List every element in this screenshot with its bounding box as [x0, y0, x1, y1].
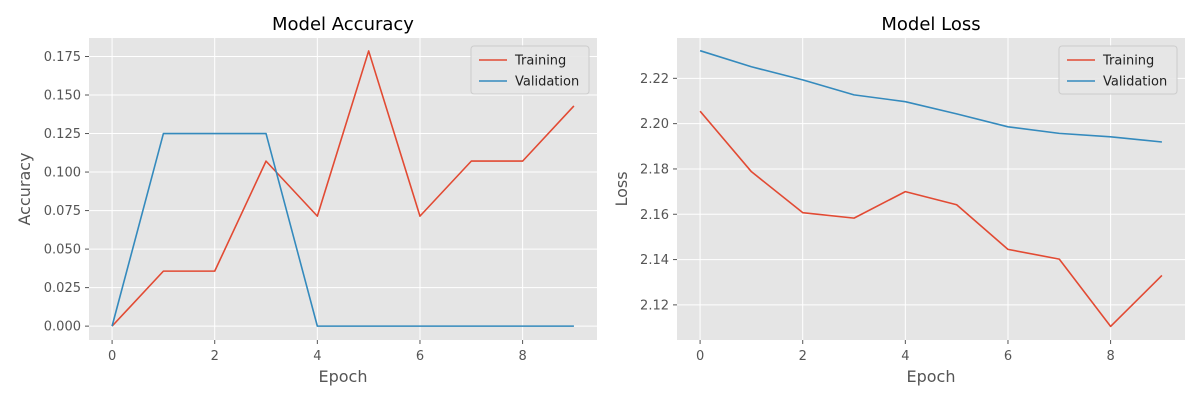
y-tick-label: 2.12: [640, 298, 669, 313]
x-tick-label: 8: [518, 349, 526, 364]
y-tick-label: 0.050: [44, 243, 81, 258]
y-tick-label: 0.175: [44, 50, 81, 65]
legend-label-training: Training: [514, 54, 566, 69]
y-tick-label: 2.14: [640, 253, 669, 268]
y-tick-label: 2.18: [640, 162, 669, 177]
y-tick-label: 0.025: [44, 281, 81, 296]
series-line-validation: [699, 49, 1162, 143]
y-tick-label: 2.20: [640, 117, 669, 132]
x-tick-label: 0: [108, 349, 116, 364]
y-tick-label: 2.22: [640, 72, 669, 87]
y-axis-label: Accuracy: [15, 152, 34, 225]
chart-title: Model Accuracy: [272, 14, 414, 35]
legend: Training Validation: [470, 45, 590, 95]
series-line-training: [111, 50, 575, 327]
y-tick-label: 0.125: [44, 127, 81, 142]
y-axis-label: Loss: [612, 171, 631, 206]
legend-label-training: Training: [1102, 54, 1154, 69]
legend-label-validation: Validation: [515, 75, 579, 90]
y-tick-label: 0.075: [44, 204, 81, 219]
x-axis-label: Epoch: [319, 367, 368, 386]
chart-title: Model Loss: [881, 14, 980, 35]
chart-panel-0: 0 2 4 6 8 0.000 0.025 0.050 0.075 0.100 0.125 0.150…: [15, 14, 597, 386]
x-tick-label: 6: [1004, 349, 1012, 364]
x-tick-label: 4: [313, 349, 321, 364]
series-line-training: [699, 110, 1163, 328]
legend-label-validation: Validation: [1103, 75, 1167, 90]
x-tick-label: 0: [696, 349, 704, 364]
x-tick-label: 8: [1106, 349, 1114, 364]
y-tick-label: 0.150: [44, 89, 81, 104]
y-tick-label: 0.000: [44, 320, 81, 335]
y-tick-label: 2.16: [640, 208, 669, 223]
x-tick-label: 4: [901, 349, 909, 364]
x-tick-label: 2: [211, 349, 219, 364]
legend-box: [470, 45, 590, 95]
x-axis-label: Epoch: [907, 367, 956, 386]
x-tick-label: 6: [416, 349, 424, 364]
legend-box: [1058, 45, 1178, 95]
x-tick-label: 2: [799, 349, 807, 364]
series-line-validation: [111, 132, 574, 327]
chart-panel-1: 0 2 4 6 8 2.12 2.14 2.16 2.18 2.20 2.22 Model Loss E…: [612, 14, 1185, 386]
legend: Training Validation: [1058, 45, 1178, 95]
y-tick-label: 0.100: [44, 166, 81, 181]
